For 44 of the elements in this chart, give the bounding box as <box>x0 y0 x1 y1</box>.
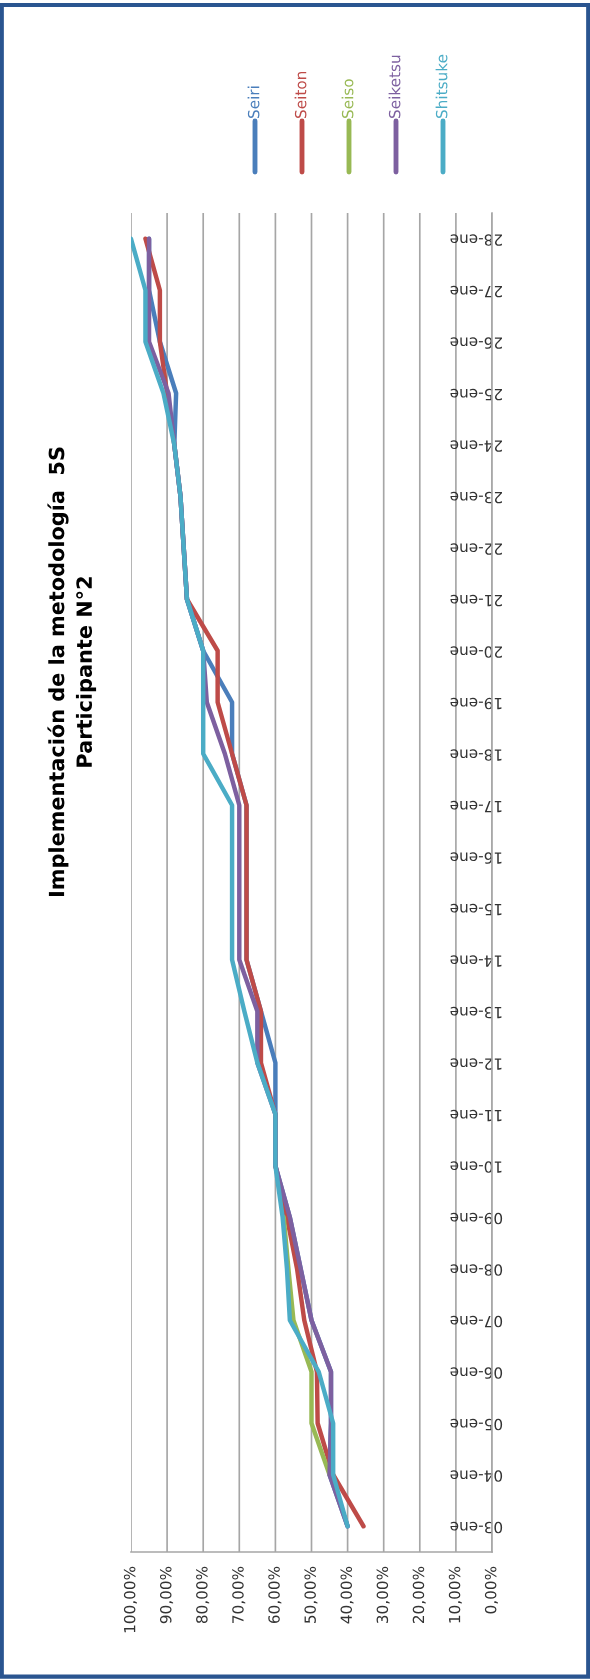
text: Seiketsu <box>388 55 401 118</box>
y-tick-label: 11-ene <box>450 1109 502 1122</box>
y-tick-label: 16-ene <box>450 852 502 864</box>
x-tick-label: 10,00% <box>448 1566 462 1623</box>
y-tick-label: 12-ene <box>450 1058 502 1070</box>
y-tick-label: 21-ene <box>450 594 502 607</box>
x-tick-label: 30,00% <box>376 1566 390 1623</box>
y-tick-label: 10-ene <box>450 1161 502 1173</box>
text: Shitsuke <box>435 54 448 118</box>
y-tick-label: 05-ene <box>450 1418 503 1431</box>
y-tick-label: 07-ene <box>450 1315 503 1328</box>
x-tick-label: 70,00% <box>232 1566 246 1623</box>
x-tick-label: 50,00% <box>304 1566 318 1623</box>
y-tick-label: 19-ene <box>450 697 502 710</box>
text: Seiri <box>247 86 260 118</box>
y-tick-label: 18-ene <box>450 749 502 761</box>
y-tick-label: 22-ene <box>450 543 502 555</box>
y-tick-label: 20-ene <box>450 646 502 658</box>
y-tick-label: 13-ene <box>450 1006 502 1019</box>
y-tick-label: 25-ene <box>450 388 502 401</box>
x-tick-label: 80,00% <box>196 1566 210 1624</box>
y-tick-label: 23-ene <box>450 491 502 504</box>
y-tick-label: 09-ene <box>450 1212 503 1225</box>
x-tick-label: 100,00% <box>123 1566 137 1633</box>
y-tick-label: 26-ene <box>450 337 502 349</box>
x-tick-label: 20,00% <box>412 1566 426 1624</box>
y-tick-label: 17-ene <box>450 800 502 813</box>
y-tick-label: 28-ene <box>450 234 502 246</box>
y-tick-label: 15-ene <box>450 903 502 916</box>
y-tick-label: 24-ene <box>450 440 502 452</box>
text: Seiso <box>341 79 354 118</box>
x-tick-label: 0,00% <box>484 1566 498 1614</box>
y-tick-label: 08-ene <box>450 1264 503 1276</box>
y-tick-label: 03-ene <box>450 1521 503 1534</box>
text: Seiton <box>294 71 307 118</box>
y-tick-label: 04-ene <box>450 1470 503 1482</box>
text: Implementación de la metodología 5S <box>47 447 69 897</box>
x-tick-label: 60,00% <box>268 1566 282 1624</box>
y-tick-label: 14-ene <box>450 955 502 967</box>
text: Participante N°2 <box>75 577 97 767</box>
x-tick-label: 40,00% <box>340 1566 354 1624</box>
y-tick-label: 06-ene <box>450 1367 503 1379</box>
y-tick-label: 27-ene <box>450 285 502 298</box>
x-tick-label: 90,00% <box>159 1566 174 1624</box>
